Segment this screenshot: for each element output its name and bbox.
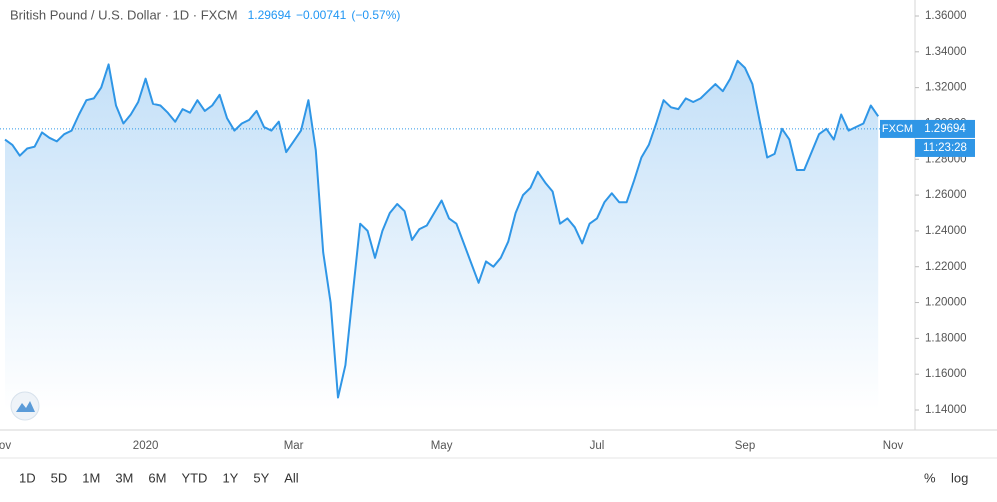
- plot-area: [4, 59, 880, 411]
- range-button[interactable]: 5D: [51, 470, 68, 485]
- logo: [10, 391, 40, 421]
- y-tick-label: 1.14000: [925, 404, 967, 416]
- header: British Pound / U.S. Dollar · 1D · FXCM …: [10, 7, 400, 22]
- x-tick-label: Nov: [883, 440, 904, 452]
- countdown-bg: [915, 138, 975, 157]
- y-tick-label: 1.22000: [925, 261, 967, 273]
- y-tick-label: 1.32000: [925, 82, 967, 94]
- price-tag-bg: [915, 119, 975, 138]
- y-tick-label: 1.36000: [925, 10, 967, 22]
- countdown: 11:23:28: [923, 142, 967, 154]
- range-button[interactable]: 1Y: [222, 470, 238, 485]
- y-tick-label: 1.18000: [925, 332, 967, 344]
- x-tick-label: 2020: [133, 440, 159, 452]
- x-tick-label: ov: [0, 440, 11, 452]
- price-change-percent: (−0.57%): [351, 8, 400, 22]
- x-tick-label: Jul: [590, 440, 605, 452]
- price-change: −0.00741: [296, 8, 347, 22]
- range-button[interactable]: 1D: [19, 470, 36, 485]
- scale-option[interactable]: log: [951, 470, 968, 485]
- range-button[interactable]: All: [284, 470, 299, 485]
- range-button[interactable]: YTD: [181, 470, 207, 485]
- y-tick-label: 1.34000: [925, 46, 967, 58]
- price-line: [4, 59, 880, 399]
- scale-option[interactable]: %: [924, 470, 936, 485]
- source-tag: FXCM: [882, 123, 913, 135]
- range-button[interactable]: 6M: [148, 470, 166, 485]
- y-tick-label: 1.24000: [925, 225, 967, 237]
- source-tag-bg: [880, 119, 915, 138]
- x-tick-label: Sep: [735, 440, 755, 452]
- x-tick-label: Mar: [284, 440, 304, 452]
- range-button[interactable]: 3M: [115, 470, 133, 485]
- y-tick-label: 1.26000: [925, 189, 967, 201]
- range-button[interactable]: 5Y: [253, 470, 269, 485]
- chart-title: British Pound / U.S. Dollar · 1D · FXCM: [10, 7, 238, 22]
- price-tag: 1.29694: [924, 123, 966, 135]
- y-tick-label: 1.16000: [925, 368, 967, 380]
- y-tick-label: 1.20000: [925, 297, 967, 309]
- x-tick-label: May: [431, 440, 453, 452]
- area-fill: [5, 60, 879, 411]
- last-price: 1.29694: [248, 8, 292, 22]
- range-button[interactable]: 1M: [82, 470, 100, 485]
